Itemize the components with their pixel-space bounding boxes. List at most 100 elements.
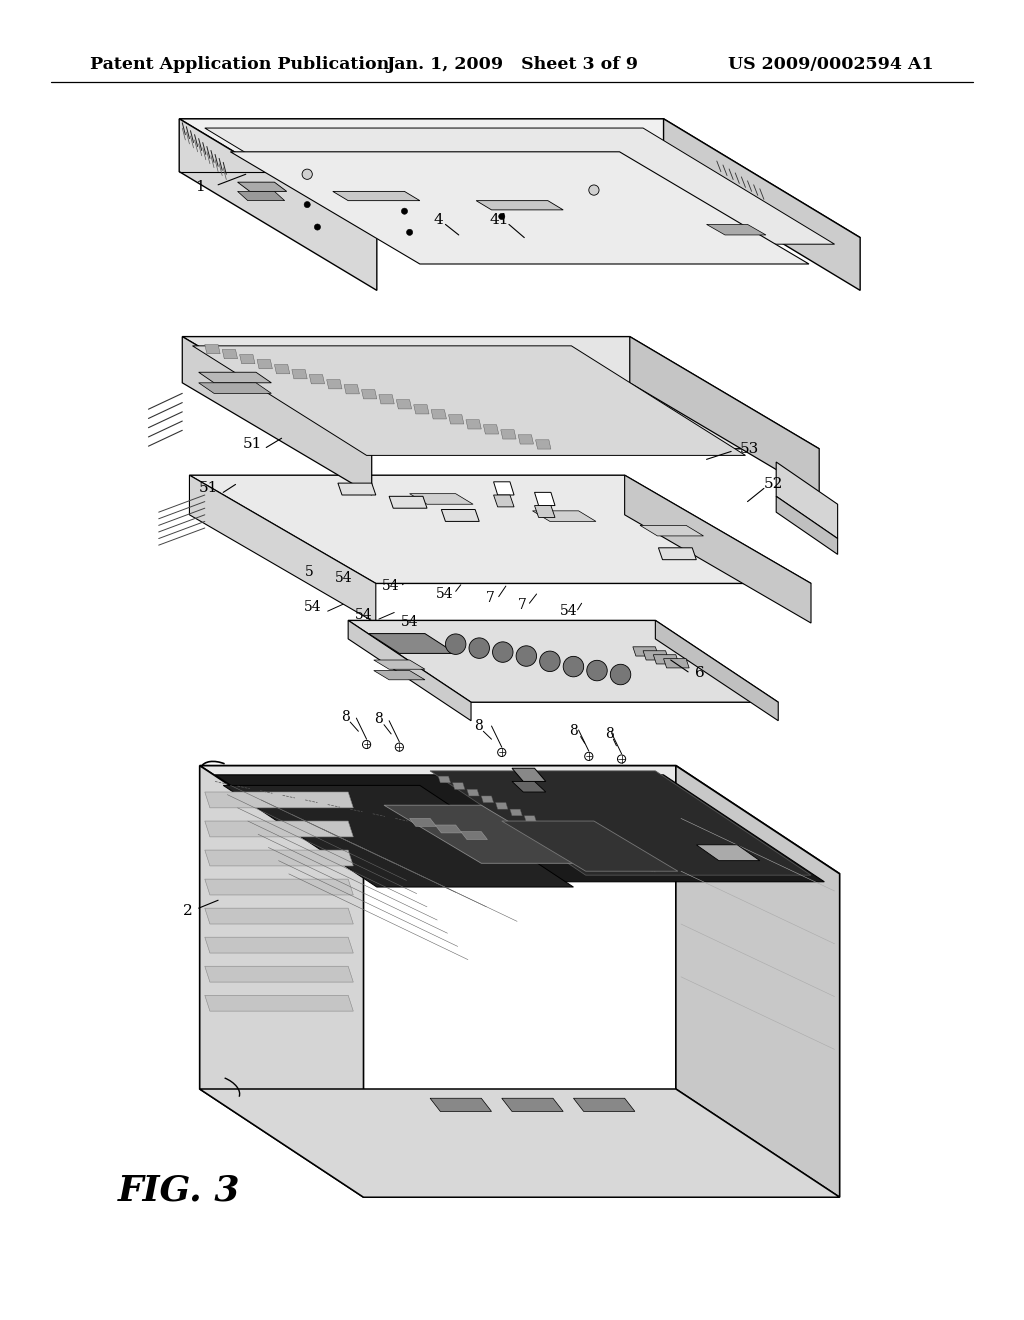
Polygon shape	[553, 829, 565, 836]
Circle shape	[540, 651, 560, 672]
Text: 6: 6	[694, 667, 705, 680]
Polygon shape	[430, 771, 811, 875]
Polygon shape	[222, 350, 238, 359]
Polygon shape	[189, 475, 811, 583]
Circle shape	[516, 645, 537, 667]
Polygon shape	[501, 430, 516, 440]
Circle shape	[314, 224, 321, 230]
Polygon shape	[512, 781, 546, 792]
Polygon shape	[238, 182, 287, 191]
Polygon shape	[494, 482, 514, 495]
Text: 54: 54	[335, 572, 353, 585]
Polygon shape	[655, 620, 778, 721]
Circle shape	[445, 634, 466, 655]
Polygon shape	[476, 201, 563, 210]
Polygon shape	[182, 337, 372, 495]
Polygon shape	[369, 634, 456, 653]
Polygon shape	[676, 766, 840, 1197]
Polygon shape	[199, 383, 271, 393]
Circle shape	[469, 638, 489, 659]
Polygon shape	[205, 966, 353, 982]
Polygon shape	[539, 822, 551, 829]
Polygon shape	[374, 660, 425, 669]
Polygon shape	[466, 420, 481, 429]
Polygon shape	[512, 768, 546, 781]
Circle shape	[362, 741, 371, 748]
Polygon shape	[193, 346, 745, 455]
Polygon shape	[205, 995, 353, 1011]
Circle shape	[617, 755, 626, 763]
Polygon shape	[200, 766, 840, 874]
Polygon shape	[494, 495, 514, 507]
Text: US 2009/0002594 A1: US 2009/0002594 A1	[728, 57, 934, 73]
Polygon shape	[215, 775, 824, 882]
Polygon shape	[348, 620, 778, 702]
Text: 1: 1	[195, 181, 205, 194]
Polygon shape	[374, 671, 425, 680]
Polygon shape	[223, 785, 573, 887]
Polygon shape	[653, 655, 679, 664]
Text: 54: 54	[559, 605, 578, 618]
Circle shape	[395, 743, 403, 751]
Polygon shape	[205, 908, 353, 924]
Polygon shape	[625, 475, 811, 623]
Polygon shape	[396, 400, 412, 409]
Polygon shape	[292, 370, 307, 379]
Polygon shape	[414, 405, 429, 414]
Polygon shape	[483, 425, 499, 434]
Polygon shape	[453, 783, 465, 789]
Polygon shape	[179, 119, 377, 290]
Circle shape	[407, 230, 413, 235]
Text: 53: 53	[740, 442, 759, 455]
Circle shape	[585, 752, 593, 760]
Polygon shape	[467, 789, 479, 796]
Polygon shape	[658, 548, 696, 560]
Text: 41: 41	[489, 214, 510, 227]
Polygon shape	[309, 375, 325, 384]
Polygon shape	[205, 937, 353, 953]
Text: 54: 54	[400, 615, 419, 628]
Polygon shape	[410, 494, 473, 504]
Polygon shape	[257, 359, 272, 368]
Polygon shape	[510, 809, 522, 816]
Polygon shape	[640, 525, 703, 536]
Polygon shape	[344, 384, 359, 393]
Circle shape	[498, 748, 506, 756]
Text: 5: 5	[305, 565, 313, 578]
Text: 8: 8	[375, 713, 383, 726]
Polygon shape	[776, 496, 838, 554]
Text: 8: 8	[474, 719, 482, 733]
Text: 8: 8	[341, 710, 349, 723]
Circle shape	[563, 656, 584, 677]
Polygon shape	[327, 380, 342, 389]
Polygon shape	[496, 803, 508, 809]
Polygon shape	[630, 337, 819, 495]
Text: 51: 51	[200, 482, 218, 495]
Polygon shape	[573, 1098, 635, 1111]
Polygon shape	[643, 651, 669, 660]
Polygon shape	[200, 766, 364, 1197]
Polygon shape	[502, 821, 678, 871]
Polygon shape	[205, 792, 353, 808]
Text: Patent Application Publication: Patent Application Publication	[90, 57, 389, 73]
Polygon shape	[664, 119, 860, 290]
Polygon shape	[361, 389, 377, 399]
Polygon shape	[240, 355, 255, 364]
Polygon shape	[535, 506, 555, 517]
Polygon shape	[518, 434, 534, 444]
Polygon shape	[230, 152, 809, 264]
Polygon shape	[333, 191, 420, 201]
Polygon shape	[205, 821, 353, 837]
Polygon shape	[696, 845, 760, 861]
Polygon shape	[567, 836, 580, 842]
Circle shape	[302, 169, 312, 180]
Polygon shape	[182, 337, 819, 449]
Text: Jan. 1, 2009   Sheet 3 of 9: Jan. 1, 2009 Sheet 3 of 9	[386, 57, 638, 73]
Polygon shape	[189, 475, 376, 623]
Polygon shape	[348, 620, 471, 721]
Text: 54: 54	[435, 587, 454, 601]
Polygon shape	[633, 647, 658, 656]
Polygon shape	[205, 879, 353, 895]
Text: 54: 54	[354, 609, 373, 622]
Polygon shape	[582, 842, 594, 849]
